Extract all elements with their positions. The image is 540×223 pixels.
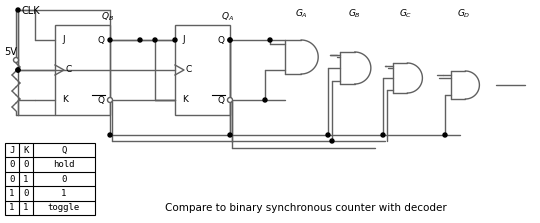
Text: CLK: CLK [22, 6, 40, 16]
Circle shape [443, 133, 447, 137]
Text: toggle: toggle [48, 203, 80, 212]
Text: 0: 0 [23, 189, 29, 198]
Circle shape [107, 97, 112, 103]
Text: Q: Q [62, 146, 66, 155]
Text: 0: 0 [23, 160, 29, 169]
Text: $G_C$: $G_C$ [399, 8, 413, 20]
Text: hold: hold [53, 160, 75, 169]
Circle shape [326, 133, 330, 137]
Circle shape [268, 38, 272, 42]
Text: J: J [62, 35, 65, 45]
Bar [5, 143, 95, 215]
Text: $G_D$: $G_D$ [457, 8, 471, 20]
Circle shape [108, 38, 112, 42]
Text: $G_B$: $G_B$ [348, 8, 361, 20]
Text: K: K [23, 146, 29, 155]
Text: 1: 1 [62, 189, 66, 198]
Circle shape [228, 38, 232, 42]
Text: K: K [182, 95, 188, 105]
Bar [55, 25, 110, 115]
Text: 5V: 5V [4, 47, 17, 57]
Text: J: J [182, 35, 185, 45]
Text: C: C [65, 66, 71, 74]
Circle shape [263, 98, 267, 102]
Text: 0: 0 [9, 160, 15, 169]
Circle shape [173, 38, 177, 42]
Text: 0: 0 [9, 175, 15, 184]
Text: Q: Q [217, 95, 224, 105]
Circle shape [330, 139, 334, 143]
Text: Q: Q [97, 35, 104, 45]
Text: J: J [9, 146, 15, 155]
Circle shape [153, 38, 157, 42]
Bar [175, 25, 230, 115]
Circle shape [381, 133, 385, 137]
Circle shape [138, 38, 142, 42]
Circle shape [16, 8, 20, 12]
Circle shape [228, 133, 232, 137]
Circle shape [16, 68, 20, 72]
Circle shape [227, 97, 233, 103]
Text: 1: 1 [23, 203, 29, 212]
Text: $G_A$: $G_A$ [294, 8, 307, 20]
Text: 1: 1 [23, 175, 29, 184]
Circle shape [16, 68, 20, 72]
Text: Compare to binary synchronous counter with decoder: Compare to binary synchronous counter wi… [165, 203, 447, 213]
Text: 1: 1 [9, 203, 15, 212]
Text: C: C [185, 66, 191, 74]
Text: K: K [62, 95, 68, 105]
Circle shape [14, 58, 18, 62]
Circle shape [108, 133, 112, 137]
Text: 1: 1 [9, 189, 15, 198]
Circle shape [228, 38, 232, 42]
Text: Q: Q [217, 35, 224, 45]
Text: 0: 0 [62, 175, 66, 184]
Text: Q: Q [97, 95, 104, 105]
Text: $Q_A$: $Q_A$ [221, 11, 234, 23]
Text: $Q_B$: $Q_B$ [102, 11, 114, 23]
